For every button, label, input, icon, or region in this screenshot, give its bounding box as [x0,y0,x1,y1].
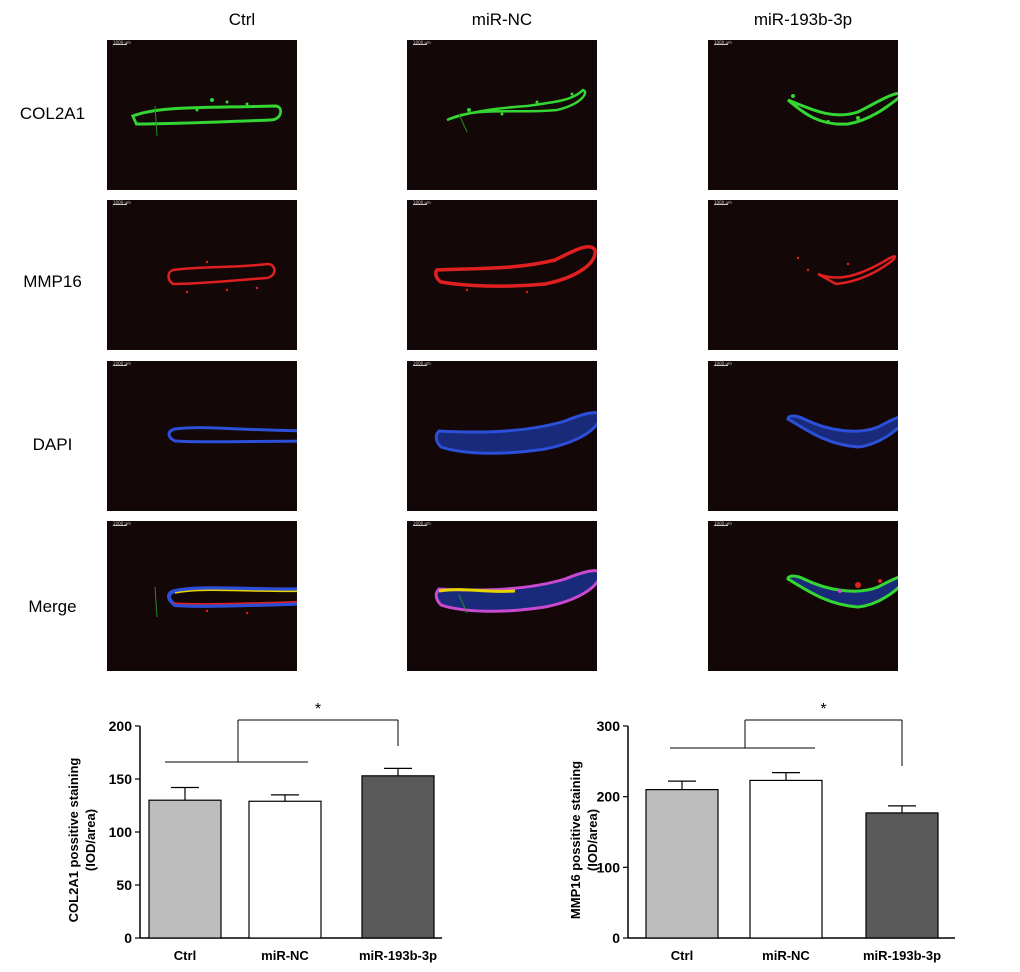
x-tick-label: miR-193b-3p [863,948,941,963]
scale-bar [714,365,728,371]
panel-col2a1-ctrl: 1000 μm [107,40,297,190]
bar-mir-193b-3p [865,812,939,939]
scale-bar-label: 1000 μm [714,200,732,205]
x-tick-label: miR-NC [261,948,309,963]
mmp16-stain-mir-193b-3p [796,255,897,286]
merge-stain-mir-193b-3p [786,574,898,609]
scale-bar [113,44,127,50]
panel-col2a1-mir-nc: 1000 μm [407,40,597,190]
bar-mir-193b-3p [361,775,435,939]
scale-bar [413,204,427,210]
scale-bar [113,204,127,210]
scale-bar-label: 1000 μm [413,361,431,366]
chart-col2a1: 0 50 100 150 200 COL2A1 possitive staining (IO… [66,701,442,963]
y-tick-label: 300 [597,718,621,734]
column-header-ctrl: Ctrl [228,10,256,29]
chart-mmp16: 0 100 200 300 MMP16 possitive staining (IOD/a… [568,701,955,963]
x-tick-label: miR-193b-3p [359,948,437,963]
panel-col2a1-mir-193b-3p: 1000 μm [708,40,898,190]
panel-mmp16-mir-193b-3p: 1000 μm [708,200,898,350]
merge-stain-ctrl [154,586,297,618]
y-axis-label: (IOD/area) [585,809,600,871]
scale-bar [113,365,127,371]
row-label-merge: Merge [28,597,77,616]
panel-merge-ctrl: 1000 μm [107,521,297,671]
scale-bar [413,44,427,50]
y-tick-label: 200 [597,789,621,805]
row-label-col2a1: COL2A1 [19,104,86,123]
scale-bar-label: 1000 μm [413,200,431,205]
col2a1-stain-mir-nc [446,88,587,133]
scale-bar-label: 1000 μm [113,40,131,45]
y-axis-label: MMP16 possitive staining [568,761,583,919]
scale-bar [113,525,127,531]
y-tick-label: 0 [124,930,132,946]
scale-bar-label: 1000 μm [714,521,732,526]
col2a1-stain-ctrl [130,98,282,137]
x-tick-label: Ctrl [174,948,196,963]
panel-dapi-ctrl: 1000 μm [107,361,297,511]
panel-dapi-mir-nc: 1000 μm [407,361,597,511]
y-axis-label: (IOD/area) [83,809,98,871]
panel-mmp16-ctrl: 1000 μm [107,200,297,350]
bar-mir-nc [749,779,823,939]
y-axis-label: COL2A1 possitive staining [66,758,81,923]
scale-bar-label: 1000 μm [113,200,131,205]
scale-bar-label: 1000 μm [413,521,431,526]
y-tick-label: 0 [612,930,620,946]
merge-stain-mir-nc [434,569,597,614]
scale-bar-label: 1000 μm [714,40,732,45]
scale-bar-label: 1000 μm [413,40,431,45]
scale-bar [413,525,427,531]
dapi-stain-mir-nc [434,411,597,455]
y-tick-label: 50 [116,877,132,893]
bar-ctrl [645,788,719,939]
column-header-mir-nc: miR-NC [471,10,533,29]
scale-bar-label: 1000 μm [113,361,131,366]
dapi-stain-ctrl [167,426,297,444]
scale-bar [714,44,728,50]
scale-bar [714,204,728,210]
panel-merge-mir-nc: 1000 μm [407,521,597,671]
scale-bar [714,525,728,531]
panel-dapi-mir-193b-3p: 1000 μm [708,361,898,511]
scale-bar-label: 1000 μm [113,521,131,526]
dapi-stain-mir-193b-3p [786,414,898,449]
panel-mmp16-mir-nc: 1000 μm [407,200,597,350]
row-label-dapi: DAPI [32,435,73,454]
bar-ctrl [148,799,222,939]
mmp16-stain-mir-nc [434,245,597,294]
scale-bar [413,365,427,371]
y-tick-label: 150 [109,771,133,787]
column-header-mir-193b-3p: miR-193b-3p [753,10,853,29]
col2a1-stain-mir-193b-3p [787,92,898,126]
significance-marker: * [315,701,321,718]
y-tick-label: 100 [597,859,621,875]
row-label-mmp16: MMP16 [23,272,82,291]
x-tick-label: miR-NC [762,948,810,963]
scale-bar-label: 1000 μm [714,361,732,366]
panel-merge-mir-193b-3p: 1000 μm [708,521,898,671]
bar-mir-nc [248,800,322,939]
x-tick-label: Ctrl [671,948,693,963]
mmp16-stain-ctrl [167,260,276,294]
y-tick-label: 200 [109,718,133,734]
significance-marker: * [820,701,826,718]
y-tick-label: 100 [109,824,133,840]
